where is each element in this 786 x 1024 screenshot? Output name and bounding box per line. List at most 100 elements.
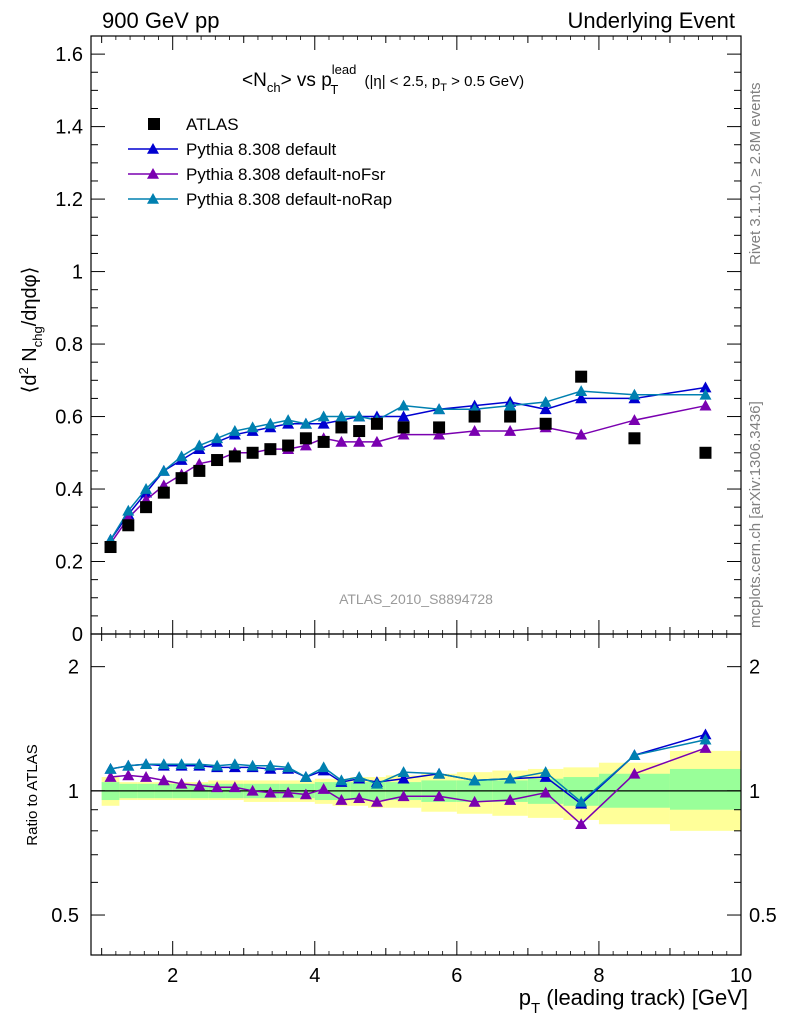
ratio-point [504,772,517,784]
atlas-point [433,421,446,434]
ratio-point [628,767,641,779]
mc-point [211,432,224,444]
atlas-point [193,464,206,477]
ratio-panel: 0.5 0.5 1 1 2 2 [51,633,777,956]
ratio-point [433,767,446,779]
mcplots-side-label: mcplots.cern.ch [arXiv:1306.3436] [747,401,764,628]
ratio-y-tick-label: 2 [68,657,79,679]
ratio-point [370,795,383,807]
ratio-point [175,777,188,789]
ratio-point [353,771,366,782]
mc-point [628,414,641,425]
mc-point [575,428,588,440]
y-tick-label: 1.6 [55,44,83,66]
mc-point [699,381,712,393]
mc-point [504,425,517,436]
x-tick-label: 10 [730,965,752,987]
title-part1: <N [242,70,267,91]
atlas-point [628,432,641,445]
atlas-point [140,501,153,514]
mc-point [433,428,446,440]
legend-marker-atlas [148,118,160,130]
ratio-point [264,786,277,798]
ratio-y-tick-label: 0.5 [51,905,79,927]
atlas-point [228,450,241,463]
x-tick-label: 8 [593,965,604,987]
x-axis-label: pT (leading track) [GeV] [519,985,748,1017]
mc-point [397,410,410,422]
mc-point [228,425,241,436]
ratio-point [397,790,410,802]
atlas-point [335,421,348,434]
mc-point [699,399,712,411]
atlas-point [246,446,259,459]
mc-point [157,464,170,476]
atlas-point [299,432,312,445]
atlas-point [122,519,135,532]
ratio-point [211,781,224,793]
mc-point [317,410,330,422]
ratio-point [397,772,410,784]
mc-point [299,439,312,451]
atlas-point [282,439,295,452]
ratio-point [699,742,712,753]
y-tick-label: 0.2 [55,552,83,574]
legend-marker [147,193,159,204]
atlas-point [370,417,383,430]
header-left: 900 GeV pp [102,8,219,33]
title-sub1: ch [267,80,281,95]
x-tick-label: 2 [167,965,178,987]
ratio-frame [90,633,742,956]
atlas-point [397,421,410,434]
ratio-point [228,781,241,793]
ratio-point [468,795,481,807]
mc-point [699,388,712,400]
ratio-point [193,779,206,791]
ratio-y-tick-label: 1 [68,781,79,803]
xlabel-sub: T [531,1000,540,1017]
y-tick-label: 1.2 [55,189,83,211]
mc-point [539,396,552,407]
title-part3: (|η| < 2.5, p [360,73,440,90]
legend: ATLAS Pythia 8.308 default Pythia 8.308 de… [128,115,392,209]
mc-point [246,421,259,433]
y-tick-label: 0.8 [55,334,83,356]
ratio-point [468,774,481,786]
ratio-point [228,758,241,770]
ratio-point [157,774,170,786]
title-part2: > vs p [281,70,332,91]
mc-point [264,417,277,429]
ratio-point [264,759,277,771]
mc-point [282,414,295,425]
atlas-point [699,446,712,459]
ratio-y-tick-label-right: 1 [749,781,760,803]
mc-point [370,435,383,447]
ratio-point [699,733,712,745]
mc-point [193,439,206,451]
legend-label: Pythia 8.308 default-noFsr [186,165,386,184]
legend-marker [147,143,159,154]
ratio-point [353,792,366,803]
atlas-point [468,410,481,423]
x-tick-label: 6 [451,965,462,987]
ratio-point [299,788,312,800]
ratio-point [175,758,188,770]
main-panel: 0 0.2 0.4 0.6 0.8 1 1.2 1.4 1.6 [55,35,742,646]
y-tick-label: 1.4 [55,117,83,139]
ratio-y-tick-label-right: 2 [749,657,760,679]
atlas-point [317,435,330,448]
mc-point [175,450,188,462]
ratio-point [140,758,153,770]
y-axis-label-top: ⟨d2 Nchg/dηdφ⟩ [16,267,45,394]
ratio-point [122,769,135,781]
ratio-point [504,794,517,805]
ratio-point [299,771,312,782]
ratio-point [575,795,588,807]
ratio-point [317,783,330,794]
plot-title: <Nch> vs plead T (|η| < 2.5, pT > 0.5 GeV… [242,62,524,97]
ratio-point [539,766,552,777]
ratio-point [246,759,259,771]
atlas-point [575,370,588,383]
mc-point [628,388,641,400]
